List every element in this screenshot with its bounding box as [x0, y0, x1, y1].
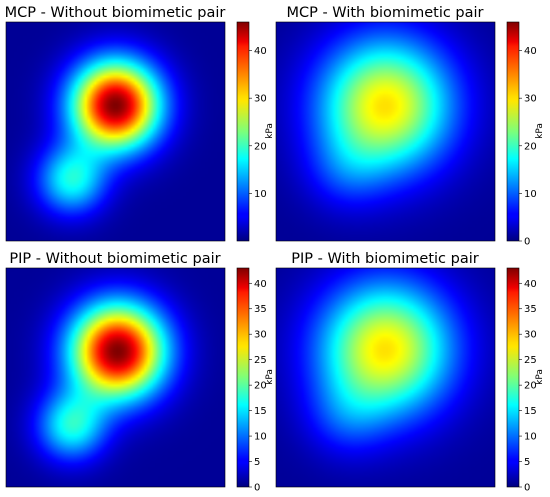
colorbar-tick-label: 30: [524, 330, 537, 341]
colorbar-tick-label: 25: [254, 355, 267, 366]
colorbar: [236, 21, 250, 242]
panel-pip-without: PIP - Without biomimetic pair 0 5 10 15 20 25…: [5, 251, 275, 494]
colorbar-tick-label: 10: [254, 432, 267, 443]
colorbar-label: kPa: [535, 369, 545, 385]
colorbar-label: kPa: [265, 369, 275, 385]
panel-mcp-with: MCP - With biomimetic pair 0 10 20 30 40 kPa: [275, 5, 545, 248]
colorbar-tick-label: 35: [254, 304, 267, 315]
colorbar-tick-label: 15: [254, 406, 267, 417]
heatmap-frame: [275, 21, 496, 242]
colorbar-ticks: 10 20 30 40: [249, 46, 267, 200]
colorbar-tick-label: 40: [254, 279, 267, 290]
colorbar-tick-label: 20: [524, 381, 537, 392]
colorbar-tick-label: 0: [254, 483, 260, 494]
colorbar-tick-label: 5: [254, 457, 260, 468]
colorbar-tick-label: 20: [524, 141, 537, 152]
heatmap-frame: [5, 21, 226, 242]
colorbar-tick-label: 40: [524, 46, 537, 57]
colorbar-tick-label: 10: [524, 189, 537, 200]
panel-title: MCP - Without biomimetic pair: [5, 5, 226, 21]
heatmap-image: [276, 268, 495, 487]
colorbar-tick-label: 10: [524, 432, 537, 443]
panel-title: PIP - Without biomimetic pair: [9, 251, 220, 267]
colorbar-tick-label: 20: [254, 141, 267, 152]
colorbar-ticks: 0 5 10 15 20 25 30 35 40: [519, 279, 537, 494]
colorbar-tick-label: 15: [524, 406, 537, 417]
colorbar: [506, 21, 520, 242]
heatmap-image: [276, 22, 495, 241]
colorbar-label: kPa: [265, 123, 275, 139]
heatmap-image: [6, 22, 225, 241]
colorbar-tick-label: 10: [254, 189, 267, 200]
colorbar-tick-label: 0: [524, 483, 530, 494]
heatmap-image: [6, 268, 225, 487]
heatmap-frame: [5, 267, 226, 488]
colorbar: [236, 267, 250, 488]
colorbar-ticks: 0 5 10 15 20 25 30 35 40: [249, 279, 267, 494]
colorbar-tick-label: 40: [254, 46, 267, 57]
colorbar-label: kPa: [535, 123, 545, 139]
colorbar-tick-label: 0: [524, 237, 530, 248]
heatmap-frame: [275, 267, 496, 488]
panel-pip-with: PIP - With biomimetic pair 0 5 10 15 20 25 30 3…: [275, 251, 545, 494]
panel-title: MCP - With biomimetic pair: [286, 5, 483, 21]
colorbar-tick-label: 30: [254, 330, 267, 341]
colorbar-tick-label: 40: [524, 279, 537, 290]
colorbar-tick-label: 5: [524, 457, 530, 468]
colorbar-tick-label: 35: [524, 304, 537, 315]
colorbar-tick-label: 30: [524, 94, 537, 105]
colorbar-tick-label: 20: [254, 381, 267, 392]
colorbar: [506, 267, 520, 488]
panel-title: PIP - With biomimetic pair: [291, 251, 478, 267]
colorbar-ticks: 0 10 20 30 40: [519, 46, 537, 248]
colorbar-tick-label: 30: [254, 94, 267, 105]
panel-mcp-without: MCP - Without biomimetic pair 10 20 30 40 k…: [5, 5, 275, 242]
colorbar-tick-label: 25: [524, 355, 537, 366]
